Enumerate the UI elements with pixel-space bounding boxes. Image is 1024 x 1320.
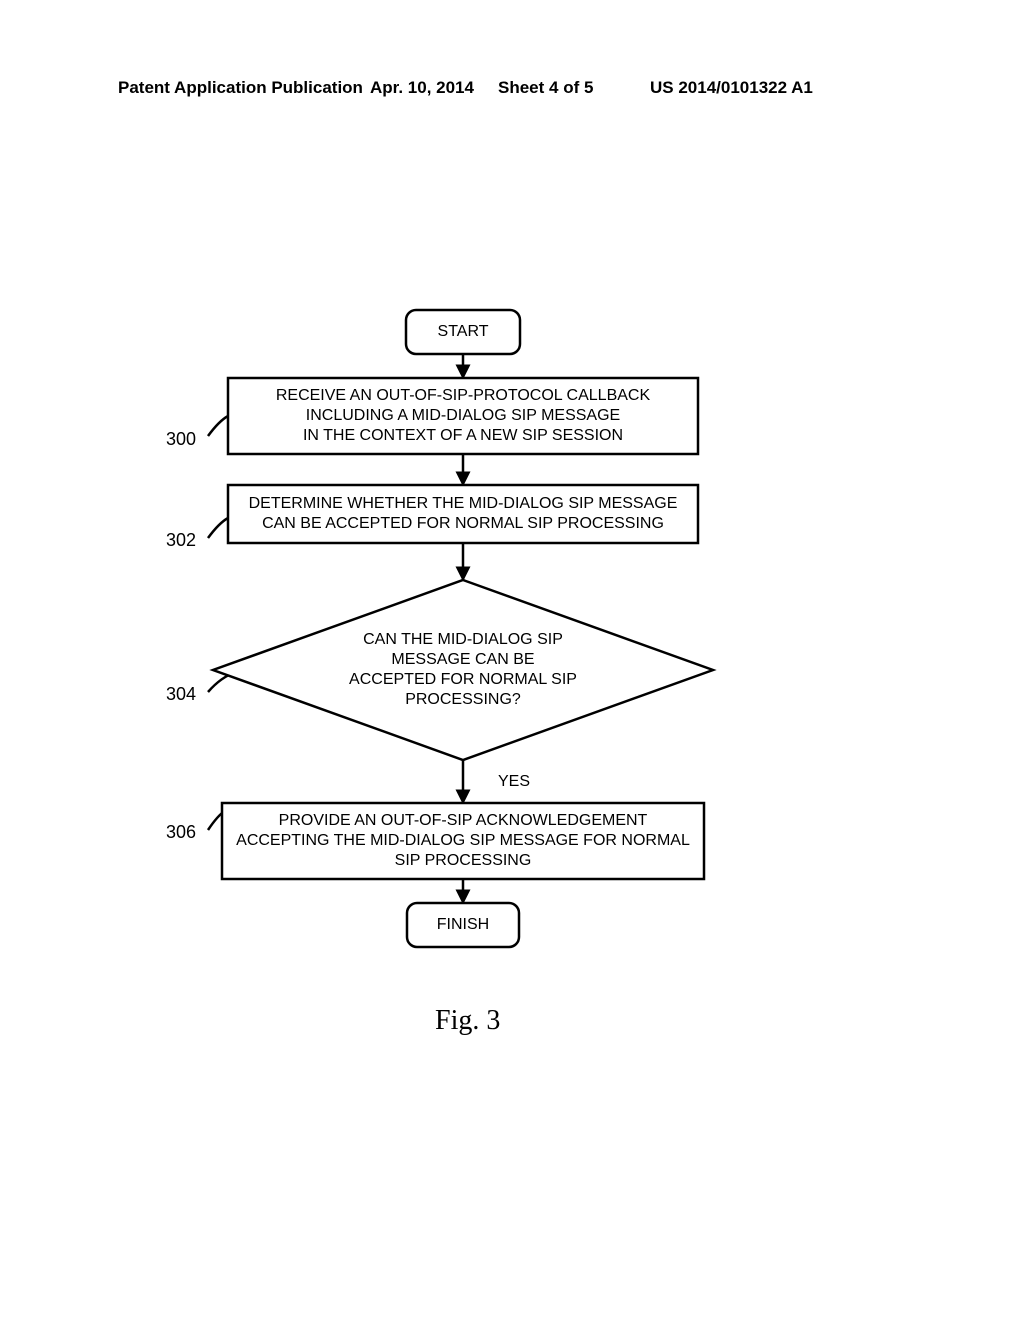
flowchart-svg: YES START RECEIVE AN OUT-OF-SIP-PROTOCOL C… bbox=[0, 0, 1024, 1320]
svg-text:SIP PROCESSING: SIP PROCESSING bbox=[395, 852, 532, 869]
svg-text:PROVIDE AN OUT-OF-SIP ACKNOWLE: PROVIDE AN OUT-OF-SIP ACKNOWLEDGEMENT bbox=[279, 812, 648, 829]
svg-text:ACCEPTED FOR NORMAL SIP: ACCEPTED FOR NORMAL SIP bbox=[349, 671, 577, 688]
flow-node-finish: FINISH bbox=[407, 903, 519, 947]
ref-number: 306 bbox=[166, 822, 196, 842]
flow-node-start: START bbox=[406, 310, 520, 354]
svg-text:CAN BE ACCEPTED FOR NORMAL SIP: CAN BE ACCEPTED FOR NORMAL SIP PROCESSIN… bbox=[262, 515, 664, 532]
ref-leaders bbox=[208, 416, 236, 830]
svg-text:CAN THE MID-DIALOG SIP: CAN THE MID-DIALOG SIP bbox=[363, 631, 563, 648]
svg-text:ACCEPTING THE MID-DIALOG SIP M: ACCEPTING THE MID-DIALOG SIP MESSAGE FOR… bbox=[236, 832, 690, 849]
svg-text:DETERMINE WHETHER THE MID-DIAL: DETERMINE WHETHER THE MID-DIALOG SIP MES… bbox=[249, 495, 678, 512]
flow-node-b302: DETERMINE WHETHER THE MID-DIALOG SIP MES… bbox=[166, 485, 698, 550]
svg-text:FINISH: FINISH bbox=[437, 916, 489, 933]
flow-node-b306: PROVIDE AN OUT-OF-SIP ACKNOWLEDGEMENT ACC… bbox=[166, 803, 704, 879]
svg-text:MESSAGE CAN BE: MESSAGE CAN BE bbox=[391, 651, 534, 668]
flow-node-b300: RECEIVE AN OUT-OF-SIP-PROTOCOL CALLBACK I… bbox=[166, 378, 698, 454]
svg-text:PROCESSING?: PROCESSING? bbox=[405, 691, 521, 708]
ref-number: 302 bbox=[166, 530, 196, 550]
figure-label: Fig. 3 bbox=[435, 1005, 500, 1037]
flow-nodes: START RECEIVE AN OUT-OF-SIP-PROTOCOL CALL… bbox=[166, 310, 713, 947]
svg-text:IN THE CONTEXT OF A NEW SIP SE: IN THE CONTEXT OF A NEW SIP SESSION bbox=[303, 427, 623, 444]
ref-number: 300 bbox=[166, 429, 196, 449]
ref-number: 304 bbox=[166, 684, 196, 704]
svg-text:RECEIVE AN OUT-OF-SIP-PROTOCOL: RECEIVE AN OUT-OF-SIP-PROTOCOL CALLBACK bbox=[276, 387, 651, 404]
flow-node-d304: CAN THE MID-DIALOG SIP MESSAGE CAN BE ACCE… bbox=[166, 580, 713, 760]
svg-text:INCLUDING A MID-DIALOG SIP MES: INCLUDING A MID-DIALOG SIP MESSAGE bbox=[306, 407, 620, 424]
svg-text:START: START bbox=[438, 323, 489, 340]
edge-label: YES bbox=[498, 773, 530, 790]
